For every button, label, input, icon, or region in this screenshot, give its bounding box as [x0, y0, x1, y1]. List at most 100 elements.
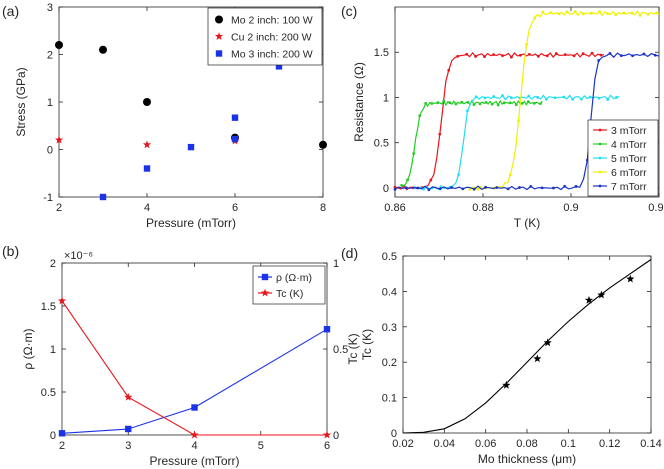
data-point — [563, 53, 567, 56]
data-point — [319, 140, 327, 149]
data-point — [517, 119, 520, 123]
legend-marker — [598, 170, 602, 174]
series-rho — [58, 326, 331, 437]
data-point — [538, 102, 542, 106]
data-point — [572, 54, 576, 58]
data-point — [472, 103, 476, 107]
data-point — [323, 326, 331, 333]
data-point — [404, 186, 408, 190]
legend-marker — [598, 142, 602, 146]
legend-entry: ρ (Ω·m) — [258, 272, 312, 284]
plot-frame — [394, 6, 660, 198]
x-axis-title: Mo thickness (μm) — [478, 452, 576, 466]
x-tick-label: 4 — [144, 202, 150, 214]
data-point — [483, 96, 487, 100]
data-point — [400, 183, 403, 187]
x-axis-title: Pressure (mTorr) — [149, 454, 239, 468]
data-point — [508, 173, 512, 177]
data-point — [495, 186, 499, 189]
data-point — [590, 51, 594, 55]
data-point — [142, 140, 152, 149]
data-point — [190, 430, 199, 439]
data-point — [543, 338, 552, 347]
x-tick-label: 2 — [59, 440, 65, 452]
data-point — [581, 12, 585, 16]
data-point — [448, 101, 452, 105]
y-axis-title: Tc (K) — [360, 329, 374, 360]
y-axis-title: Resistance (Ω) — [352, 62, 366, 142]
y-tick-label: 1 — [47, 97, 53, 109]
y-tick-label: 0.5 — [374, 138, 389, 150]
data-point — [588, 95, 592, 99]
data-point — [619, 54, 623, 58]
legend-marker — [598, 184, 602, 188]
y-tick-label: 0 — [391, 428, 397, 440]
data-point — [597, 290, 606, 299]
data-point — [143, 98, 151, 106]
legend-label: Mo 2 inch: 100 W — [231, 15, 313, 27]
data-point — [412, 152, 416, 155]
data-point — [439, 185, 443, 189]
data-point — [622, 11, 626, 15]
data-point — [597, 59, 601, 62]
data-point — [541, 10, 545, 14]
data-point — [536, 54, 540, 58]
data-point — [438, 132, 442, 136]
data-point — [58, 430, 66, 437]
data-point — [393, 185, 397, 189]
data-point — [562, 95, 566, 99]
data-point — [57, 296, 67, 305]
legend-label: Cu 2 inch: 200 W — [231, 32, 312, 44]
y-tick-label: 0.1 — [382, 393, 397, 405]
data-point — [124, 392, 133, 401]
data-point — [484, 185, 487, 189]
y-tick-label: 3 — [47, 2, 53, 14]
y-tick-label: 0.5 — [382, 251, 397, 263]
data-point — [502, 101, 506, 105]
data-point — [191, 404, 198, 411]
data-point — [529, 185, 533, 188]
data-point — [501, 94, 504, 97]
data-point — [615, 96, 618, 99]
y-right-tick-label: 0.5 — [333, 344, 348, 356]
data-point — [406, 178, 410, 182]
data-point — [642, 52, 646, 56]
legend-label: Mo 3 inch: 200 W — [231, 49, 313, 61]
data-point — [631, 54, 634, 58]
data-point — [599, 53, 603, 57]
data-point — [614, 13, 618, 17]
y-tick-label: 0.5 — [41, 387, 56, 399]
data-point — [322, 430, 332, 439]
data-point — [447, 68, 451, 72]
y-tick-label: 0 — [47, 145, 53, 157]
legend-marker — [598, 128, 602, 132]
legend-marker — [260, 288, 270, 297]
data-point — [231, 135, 239, 143]
data-point — [275, 63, 283, 70]
data-point — [466, 109, 469, 113]
data-point — [454, 102, 458, 106]
data-point — [442, 99, 446, 103]
legend-marker — [261, 273, 269, 281]
data-point — [231, 114, 239, 121]
series-line — [61, 328, 328, 434]
data-point — [510, 55, 513, 59]
legend-label: ρ (Ω·m) — [276, 272, 312, 284]
data-point — [549, 11, 553, 15]
y-tick-label: 1.5 — [41, 301, 56, 313]
axes-c: 0.86 0.88 0.9 0.92 0 0.5 1 1.5 T (K) Resistance (… — [341, 3, 664, 230]
y-tick-label: -1 — [43, 192, 53, 204]
legend-a: Mo 2 inch: 100 W Cu 2 inch: 200 W Mo 3 inc… — [207, 7, 323, 66]
series-6-mtorr — [468, 10, 660, 191]
series-3-mtorr — [393, 51, 605, 191]
legend-label: 7 mTorr — [611, 181, 647, 193]
data-point — [99, 193, 107, 201]
series-line — [61, 300, 327, 436]
data-point — [430, 102, 434, 105]
legend-label: 4 mTorr — [611, 139, 647, 151]
legend-entry: Mo 3 inch: 200 W — [215, 49, 313, 61]
y-tick-label: 2 — [47, 50, 53, 62]
legend-label: 3 mTorr — [611, 125, 647, 137]
x-tick-label: 4 — [191, 440, 197, 452]
